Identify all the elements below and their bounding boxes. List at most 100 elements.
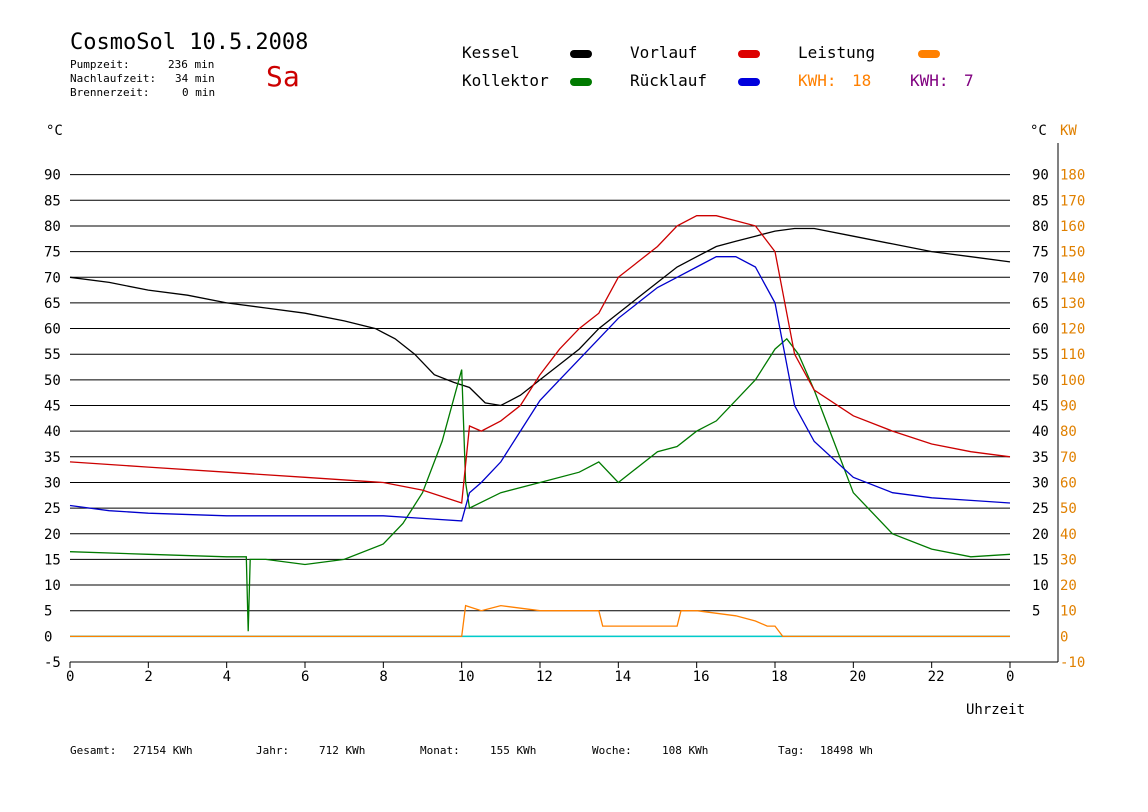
x-axis-label: Uhrzeit	[966, 702, 1025, 718]
nachlaufzeit-label: Nachlaufzeit:	[70, 72, 157, 85]
x-tick-label: 0	[1006, 669, 1014, 685]
y2-tick-label: 140	[1060, 270, 1085, 286]
x-tick-label: 18	[771, 669, 788, 685]
y-tick-label: 70	[44, 270, 61, 286]
y-tick-label: 20	[44, 527, 61, 543]
chart-ticks: 908580757065605550454035302520151050-590…	[44, 168, 1085, 685]
series-line-vorlauf	[69, 215, 1011, 504]
y2-tick-label: 80	[1060, 424, 1077, 440]
y-tick-label: 30	[44, 475, 61, 491]
y2-tick-label: 10	[1060, 604, 1077, 620]
legend-kwh1-value: 18	[852, 71, 872, 90]
y-tick-label-right: 15	[1032, 552, 1049, 568]
y2-tick-label: 160	[1060, 219, 1085, 235]
y2-tick-label: 40	[1060, 527, 1077, 543]
series-line-leistung	[70, 604, 1010, 638]
x-tick-label: 8	[379, 669, 387, 685]
x-tick-label: 6	[301, 669, 309, 685]
y-axis-label: °C	[46, 123, 63, 139]
y2-tick-label: 120	[1060, 322, 1085, 338]
legend-leistung: Leistung	[798, 43, 876, 62]
y-tick-label: 0	[44, 629, 52, 645]
y2-tick-label: 50	[1060, 501, 1077, 517]
y2-tick-label: 170	[1060, 193, 1085, 209]
y2-tick-label: 20	[1060, 578, 1077, 594]
legend-kollektor: Kollektor	[462, 71, 549, 90]
series-line-kessel	[69, 227, 1011, 407]
x-tick-label: 10	[458, 669, 475, 685]
legend-kwh1-label: KWH:	[798, 71, 837, 90]
y-tick-label-right: 50	[1032, 373, 1049, 389]
y-axis-label-right: °C	[1030, 123, 1047, 139]
y-tick-label: 40	[44, 424, 61, 440]
chart-grid	[70, 143, 1059, 663]
y-tick-label: 15	[44, 552, 61, 568]
series-line-ruecklauf	[69, 256, 1011, 522]
x-tick-label: 0	[66, 669, 74, 685]
chart-series	[69, 215, 1011, 638]
y-tick-label-right: 90	[1032, 168, 1049, 184]
legend-kwh2-value: 7	[964, 71, 974, 90]
legend-ruecklauf: Rücklauf	[630, 71, 708, 90]
y-tick-label: 90	[44, 168, 61, 184]
legend-kessel-swatch	[570, 50, 592, 58]
legend-ruecklauf-swatch	[738, 78, 760, 86]
x-tick-label: 4	[223, 669, 231, 685]
y2-tick-label: 60	[1060, 475, 1077, 491]
y-tick-label: 85	[44, 193, 61, 209]
y-tick-label: 80	[44, 219, 61, 235]
y-tick-label-right: 60	[1032, 322, 1049, 338]
x-tick-label: 20	[849, 669, 866, 685]
footer-jahr-label: Jahr:	[256, 744, 290, 757]
y-tick-label: 55	[44, 347, 61, 363]
y-tick-label-right: 55	[1032, 347, 1049, 363]
pumpzeit-value: 236 min	[168, 58, 215, 71]
footer-gesamt-label: Gesamt:	[70, 744, 117, 757]
y-tick-label-right: 35	[1032, 450, 1049, 466]
legend-kollektor-swatch	[570, 78, 592, 86]
y-tick-label-right: 30	[1032, 475, 1049, 491]
y-tick-label: 65	[44, 296, 61, 312]
y2-tick-label: -10	[1060, 655, 1085, 671]
y-tick-label-right: 5	[1032, 604, 1040, 620]
y-tick-label-right: 85	[1032, 193, 1049, 209]
x-tick-label: 2	[144, 669, 152, 685]
y-tick-label-right: 75	[1032, 245, 1049, 261]
legend-kwh2-label: KWH:	[910, 71, 949, 90]
x-tick-label: 14	[614, 669, 631, 685]
y-tick-label: 50	[44, 373, 61, 389]
x-tick-label: 12	[536, 669, 553, 685]
y-tick-label: 5	[44, 604, 52, 620]
y-tick-label-right: 70	[1032, 270, 1049, 286]
y-tick-label-right: 65	[1032, 296, 1049, 312]
footer-jahr-value: 712 KWh	[319, 744, 366, 757]
y-tick-label: 10	[44, 578, 61, 594]
footer-monat-value: 155 KWh	[490, 744, 537, 757]
brennerzeit-label: Brennerzeit:	[70, 86, 150, 99]
y2-tick-label: 70	[1060, 450, 1077, 466]
y-tick-label-right: 25	[1032, 501, 1049, 517]
y2-axis-label: KW	[1060, 123, 1077, 139]
footer-woche-label: Woche:	[592, 744, 632, 757]
legend-vorlauf-swatch	[738, 50, 760, 58]
footer-tag-value: 18498 Wh	[820, 744, 873, 757]
y-tick-label-right: 45	[1032, 399, 1049, 415]
y2-tick-label: 110	[1060, 347, 1085, 363]
nachlaufzeit-value: 34 min	[175, 72, 215, 85]
y-tick-label: -5	[44, 655, 61, 671]
footer-woche-value: 108 KWh	[662, 744, 709, 757]
x-tick-label: 22	[928, 669, 945, 685]
y-tick-label-right: 80	[1032, 219, 1049, 235]
footer-monat-label: Monat:	[420, 744, 460, 757]
weekday-label: Sa	[266, 60, 300, 93]
y-tick-label: 75	[44, 245, 61, 261]
y2-tick-label: 150	[1060, 245, 1085, 261]
y-tick-label: 45	[44, 399, 61, 415]
y-tick-label-right: 10	[1032, 578, 1049, 594]
x-tick-label: 16	[693, 669, 710, 685]
legend-leistung-swatch	[918, 50, 940, 58]
legend-kessel: Kessel	[462, 43, 520, 62]
footer-tag-label: Tag:	[778, 744, 805, 757]
pumpzeit-label: Pumpzeit:	[70, 58, 130, 71]
